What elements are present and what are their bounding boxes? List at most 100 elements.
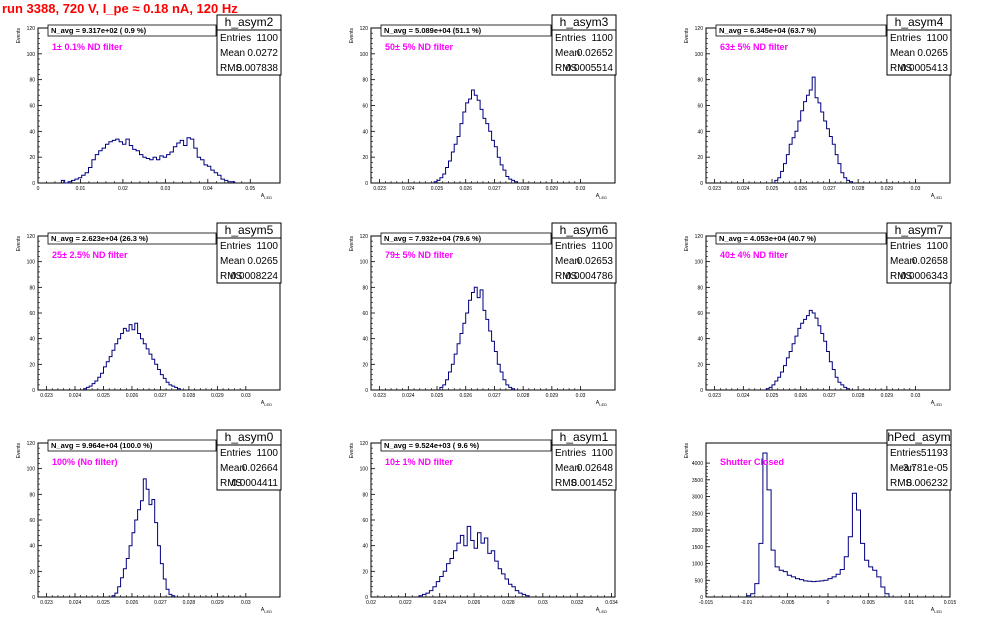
navg-text: N_avg = 2.623e+04 (26.3 %) [51, 234, 149, 243]
histogram-hPed_asym [746, 452, 890, 597]
y-tick-label: 80 [362, 78, 368, 84]
y-tick-label: 60 [29, 518, 35, 524]
y-tick-label: 60 [362, 518, 368, 524]
navg-box [380, 232, 552, 245]
stat-value-mean: 0.02658 [912, 256, 949, 267]
x-tick-label: 0.015 [944, 600, 957, 606]
x-tick-label: 0.025 [431, 186, 444, 192]
histogram-title: h_asym4 [895, 15, 944, 29]
x-tick-label: 0.023 [40, 600, 53, 606]
navg-box [380, 24, 552, 37]
panel-hPed_asym: 0 500 1000 1500 2000 2500 3000 3500 4000 -0.015 -0… [684, 429, 957, 614]
stat-label-rms: RMS [220, 63, 243, 74]
stat-label-entries: Entries [220, 241, 251, 252]
y-tick-label: 80 [29, 78, 35, 84]
histogram-title: h_asym2 [225, 15, 274, 29]
y-tick-label: 20 [362, 362, 368, 368]
stat-value-entries: 1100 [591, 241, 613, 252]
navg-box [715, 24, 887, 37]
stat-label-entries: Entries [555, 448, 586, 459]
x-tick-label: 0.027 [488, 186, 501, 192]
y-tick-label: 2500 [692, 511, 703, 517]
navg-text: N_avg = 4.053e+04 (40.7 %) [719, 234, 817, 243]
histogram-h_asym6 [439, 286, 515, 390]
x-tick-label: 0.024 [69, 600, 82, 606]
x-axis-label: ALED [931, 607, 942, 614]
stat-label-mean: Mean [220, 463, 245, 474]
y-axis-label: Events [349, 28, 355, 44]
y-tick-label: 60 [29, 311, 35, 317]
x-tick-label: 0.025 [97, 600, 110, 606]
filter-annotation: 25± 2.5% ND filter [52, 250, 128, 260]
x-tick-label: 0.027 [823, 393, 836, 399]
stat-value-rms: 0.0005413 [901, 63, 949, 74]
stats-box [216, 429, 282, 491]
x-tick-label: 0.028 [852, 393, 865, 399]
x-tick-label: 0.02 [118, 186, 128, 192]
y-tick-label: 60 [697, 311, 703, 317]
x-axis-label: ALED [261, 607, 272, 614]
x-tick-label: 0.028 [183, 600, 196, 606]
y-axis-label: Events [684, 443, 690, 459]
navg-box [47, 232, 217, 245]
x-tick-label: 0.03 [911, 393, 921, 399]
y-tick-label: 20 [697, 155, 703, 161]
filter-annotation: Shutter Closed [720, 457, 784, 467]
x-tick-label: 0.028 [183, 393, 196, 399]
y-tick-label: 80 [29, 285, 35, 291]
stat-value-mean: 0.02664 [242, 463, 279, 474]
histogram-title: h_asym7 [895, 223, 944, 237]
x-tick-label: 0.04 [203, 186, 213, 192]
stat-label-mean: Mean [220, 256, 245, 267]
x-tick-label: 0.022 [399, 600, 412, 606]
stats-box [551, 429, 617, 491]
y-tick-label: 120 [360, 26, 369, 32]
y-tick-label: 80 [697, 78, 703, 84]
stat-value-rms: 0.001452 [571, 478, 613, 489]
y-tick-label: 60 [362, 104, 368, 110]
filter-annotation: 50± 5% ND filter [385, 42, 453, 52]
filter-annotation: 10± 1% ND filter [385, 457, 453, 467]
y-axis-label: Events [684, 236, 690, 252]
stat-label-entries: Entries [890, 448, 921, 459]
y-tick-label: 20 [362, 155, 368, 161]
x-axis-label: ALED [596, 193, 607, 200]
y-tick-label: 60 [697, 104, 703, 110]
x-tick-label: 0.027 [154, 600, 167, 606]
x-tick-label: 0.027 [154, 393, 167, 399]
y-axis-label: Events [684, 28, 690, 44]
x-tick-label: 0.028 [502, 600, 515, 606]
histogram-title: h_asym0 [225, 430, 274, 444]
y-tick-label: 0 [365, 181, 368, 187]
y-tick-label: 120 [695, 26, 704, 32]
histogram-title: h_asym6 [560, 223, 609, 237]
stat-value-mean: 0.02652 [577, 48, 614, 59]
navg-box [47, 439, 217, 452]
x-tick-label: 0.029 [546, 186, 559, 192]
stat-value-entries: 1100 [926, 241, 948, 252]
histogram-h_asym5 [83, 322, 181, 390]
x-tick-label: 0.024 [402, 393, 415, 399]
y-tick-label: 40 [29, 544, 35, 550]
stats-box [886, 429, 952, 491]
x-tick-label: 0.05 [245, 186, 255, 192]
y-tick-label: 2000 [692, 528, 703, 534]
y-tick-label: 120 [360, 441, 369, 447]
filter-annotation: 1± 0.1% ND filter [52, 42, 123, 52]
histogram-title: h_asym5 [225, 223, 274, 237]
y-tick-label: 0 [700, 388, 703, 394]
x-tick-label: 0.026 [459, 186, 472, 192]
stat-label-mean: Mean [890, 48, 915, 59]
y-tick-label: 0 [32, 388, 35, 394]
stat-label-rms: RMS [220, 478, 243, 489]
x-tick-label: 0.034 [605, 600, 618, 606]
stat-value-entries: 1100 [256, 448, 278, 459]
x-tick-label: 0.026 [126, 600, 139, 606]
y-tick-label: 0 [32, 595, 35, 601]
x-tick-label: 0.03 [161, 186, 171, 192]
x-tick-label: 0.028 [852, 186, 865, 192]
y-tick-label: 0 [700, 595, 703, 601]
stat-value-rms: 0.0008224 [231, 271, 279, 282]
y-tick-label: 120 [27, 26, 36, 32]
navg-text: N_avg = 9.317e+02 ( 0.9 %) [51, 26, 147, 35]
